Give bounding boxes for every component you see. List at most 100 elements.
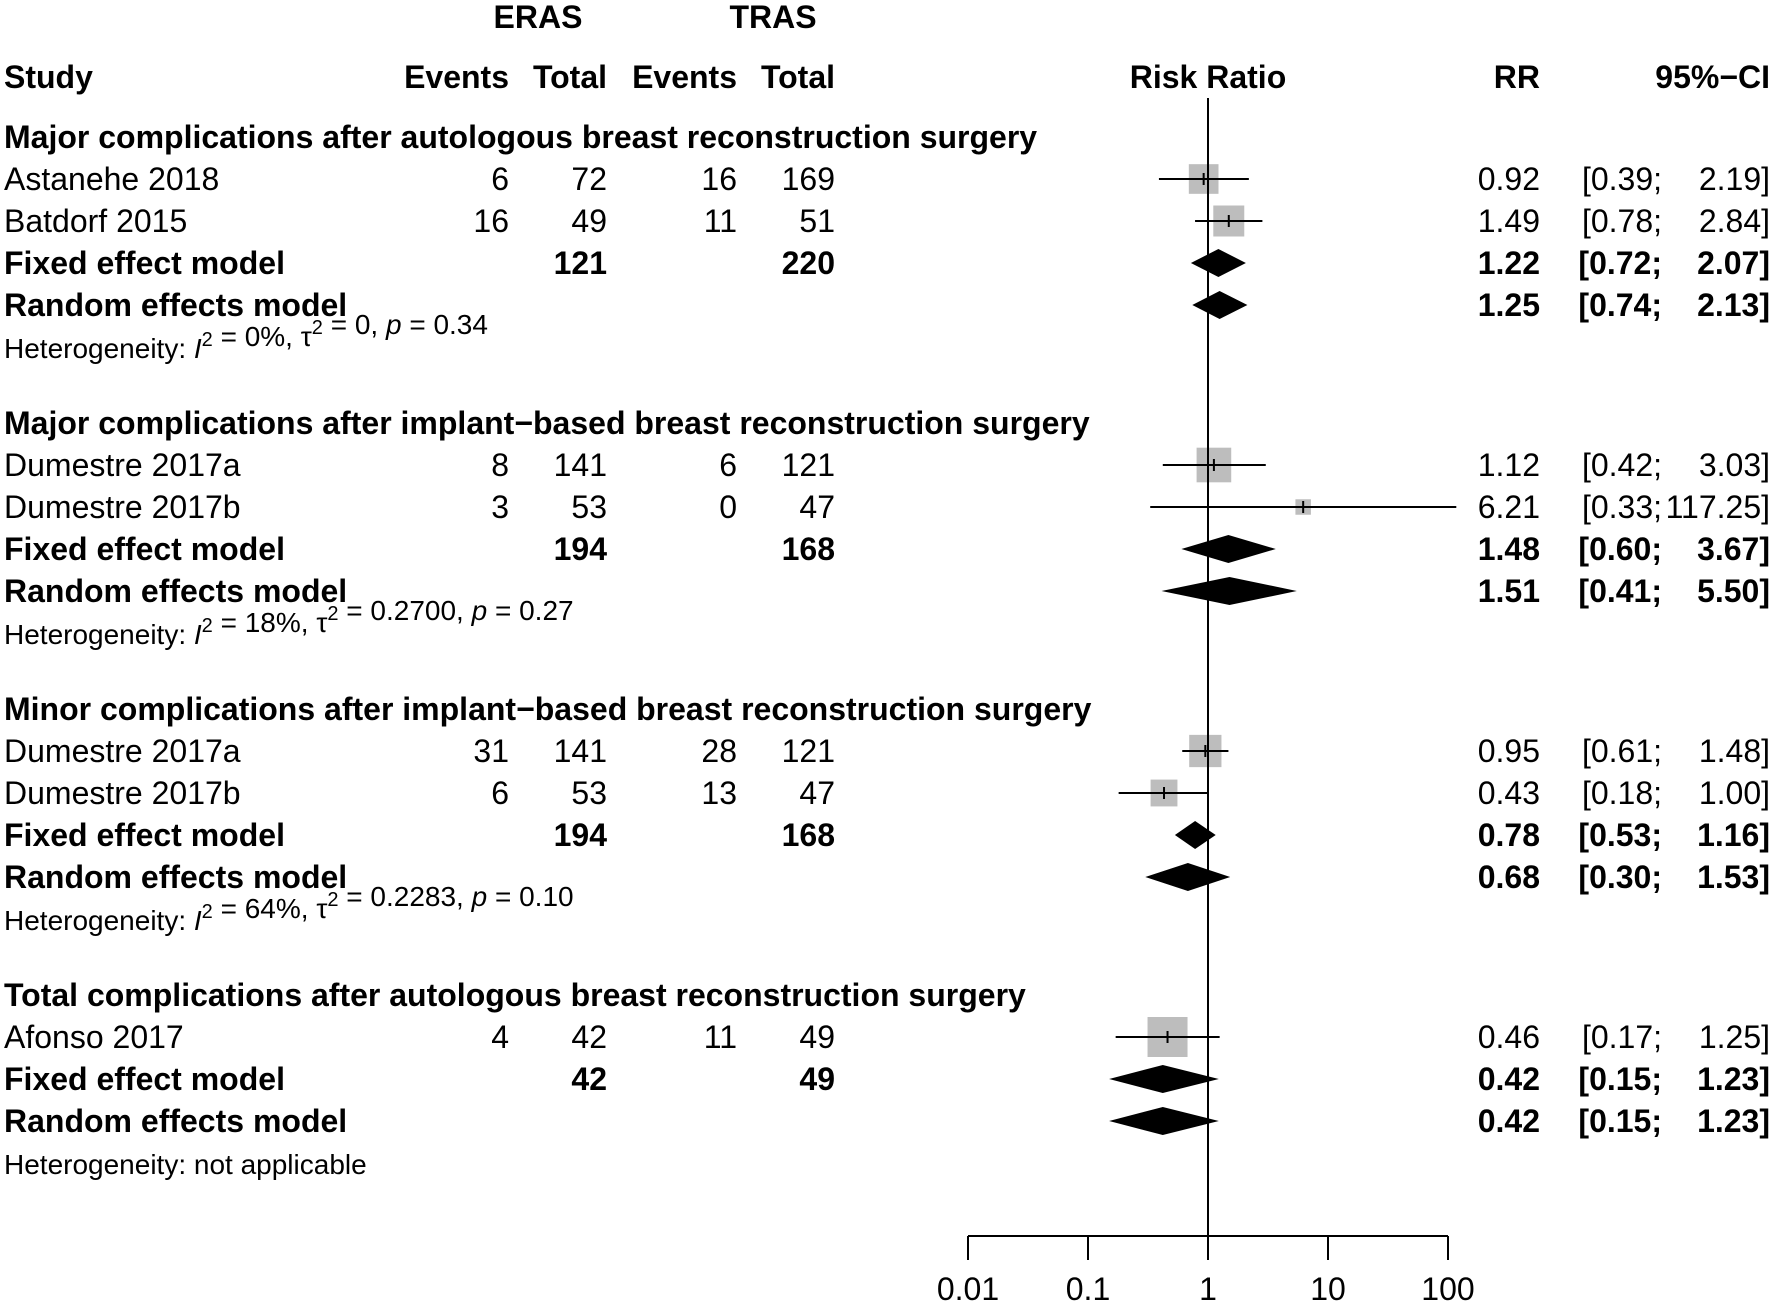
events-eras: 6 bbox=[491, 775, 509, 811]
total-eras: 141 bbox=[554, 733, 607, 769]
fixed-effect-diamond bbox=[1174, 821, 1216, 849]
heterogeneity-text: Heterogeneity: I2 = 18%, τ2 = 0.2700, p … bbox=[4, 595, 574, 650]
random-rr-value: 1.25 bbox=[1478, 287, 1540, 323]
random-model-label: Random effects model bbox=[4, 573, 347, 609]
heterogeneity-het-i2-val: = 18%, bbox=[213, 607, 317, 638]
heterogeneity-het-i2-val: = 64%, bbox=[213, 893, 317, 924]
random-effect-diamond bbox=[1192, 291, 1248, 319]
total-eras: 72 bbox=[571, 161, 607, 197]
superscript-2: 2 bbox=[312, 317, 323, 339]
total-tras: 49 bbox=[799, 1019, 835, 1055]
total-eras: 42 bbox=[571, 1019, 607, 1055]
fixed-model-label: Fixed effect model bbox=[4, 817, 285, 853]
events-tras: 13 bbox=[701, 775, 737, 811]
fixed-total-eras: 121 bbox=[554, 245, 607, 281]
column-header-events-eras: Events bbox=[404, 59, 509, 95]
random-ci-lower: [0.15; bbox=[1578, 1103, 1662, 1139]
study-name: Dumestre 2017b bbox=[4, 775, 241, 811]
ci-lower: [0.42; bbox=[1582, 447, 1662, 483]
ci-upper: 2.84] bbox=[1699, 203, 1770, 239]
fixed-rr-value: 1.48 bbox=[1478, 531, 1540, 567]
random-effect-diamond bbox=[1109, 1107, 1219, 1135]
x-tick-label: 0.01 bbox=[937, 1271, 999, 1307]
heterogeneity-het-i2: I bbox=[194, 905, 202, 936]
ci-upper: 117.25] bbox=[1666, 489, 1770, 525]
events-tras: 16 bbox=[701, 161, 737, 197]
events-tras: 6 bbox=[719, 447, 737, 483]
heterogeneity-het-p: p bbox=[471, 595, 488, 626]
study-name: Afonso 2017 bbox=[4, 1019, 184, 1055]
events-tras: 11 bbox=[704, 1019, 737, 1055]
heterogeneity-het-tau-val: = 0.2700, bbox=[339, 595, 472, 626]
random-ci-upper: 2.13] bbox=[1697, 287, 1770, 323]
heterogeneity-het-prefix: Heterogeneity: bbox=[4, 619, 194, 650]
total-tras: 51 bbox=[799, 203, 835, 239]
study-name: Astanehe 2018 bbox=[4, 161, 219, 197]
heterogeneity-het-prefix: Heterogeneity: bbox=[4, 905, 194, 936]
total-tras: 47 bbox=[799, 489, 835, 525]
random-ci-lower: [0.74; bbox=[1578, 287, 1662, 323]
subgroup-title: Total complications after autologous bre… bbox=[4, 977, 1026, 1013]
ci-lower: [0.78; bbox=[1582, 203, 1662, 239]
random-effect-diamond bbox=[1161, 577, 1297, 605]
ci-lower: [0.39; bbox=[1582, 161, 1662, 197]
ci-upper: 1.48] bbox=[1699, 733, 1770, 769]
heterogeneity-text: Heterogeneity: not applicable bbox=[4, 1149, 367, 1180]
fixed-ci-lower: [0.60; bbox=[1578, 531, 1662, 567]
group-header-eras: ERAS bbox=[494, 0, 583, 35]
ci-upper: 2.19] bbox=[1699, 161, 1770, 197]
rr-value: 1.12 bbox=[1478, 447, 1540, 483]
fixed-ci-lower: [0.15; bbox=[1578, 1061, 1662, 1097]
fixed-rr-value: 1.22 bbox=[1478, 245, 1540, 281]
fixed-total-tras: 49 bbox=[799, 1061, 835, 1097]
heterogeneity-het-p-val: = 0.27 bbox=[487, 595, 573, 626]
heterogeneity-het-i2-val: = 0%, bbox=[213, 321, 301, 352]
total-tras: 169 bbox=[782, 161, 835, 197]
ci-lower: [0.61; bbox=[1582, 733, 1662, 769]
heterogeneity-het-tau: τ bbox=[301, 321, 312, 352]
fixed-ci-upper: 1.23] bbox=[1697, 1061, 1770, 1097]
total-tras: 121 bbox=[782, 447, 835, 483]
random-model-label: Random effects model bbox=[4, 287, 347, 323]
random-ci-upper: 1.53] bbox=[1697, 859, 1770, 895]
rr-value: 0.43 bbox=[1478, 775, 1540, 811]
fixed-rr-value: 0.42 bbox=[1478, 1061, 1540, 1097]
superscript-2: 2 bbox=[202, 329, 213, 351]
heterogeneity-het-tau-val: = 0.2283, bbox=[339, 881, 472, 912]
heterogeneity-het-i2: I bbox=[194, 333, 202, 364]
heterogeneity-het-p: p bbox=[471, 881, 488, 912]
rr-value: 0.92 bbox=[1478, 161, 1540, 197]
x-tick-label: 1 bbox=[1199, 1271, 1217, 1307]
random-model-label: Random effects model bbox=[4, 1103, 347, 1139]
column-header-95-ci: 95%−CI bbox=[1655, 59, 1770, 95]
column-header-study: Study bbox=[4, 59, 93, 95]
events-eras: 3 bbox=[491, 489, 509, 525]
fixed-model-label: Fixed effect model bbox=[4, 245, 285, 281]
fixed-total-tras: 220 bbox=[782, 245, 835, 281]
events-eras: 4 bbox=[491, 1019, 509, 1055]
events-eras: 16 bbox=[473, 203, 509, 239]
forest-rows: Major complications after autologous bre… bbox=[4, 119, 1770, 1180]
fixed-rr-value: 0.78 bbox=[1478, 817, 1540, 853]
rr-value: 0.46 bbox=[1478, 1019, 1540, 1055]
fixed-total-eras: 194 bbox=[554, 817, 608, 853]
events-eras: 6 bbox=[491, 161, 509, 197]
column-header-risk-ratio: Risk Ratio bbox=[1130, 59, 1286, 95]
x-tick-label: 0.1 bbox=[1066, 1271, 1110, 1307]
fixed-ci-lower: [0.72; bbox=[1578, 245, 1662, 281]
study-name: Batdorf 2015 bbox=[4, 203, 187, 239]
heterogeneity-het-i2: I bbox=[194, 619, 202, 650]
random-effect-diamond bbox=[1145, 863, 1231, 891]
fixed-total-tras: 168 bbox=[782, 531, 835, 567]
ci-lower: [0.17; bbox=[1582, 1019, 1662, 1055]
fixed-ci-lower: [0.53; bbox=[1578, 817, 1662, 853]
superscript-2: 2 bbox=[327, 603, 338, 625]
subgroup-title: Minor complications after implant−based … bbox=[4, 691, 1092, 727]
random-ci-upper: 5.50] bbox=[1697, 573, 1770, 609]
column-header-total-tras: Total bbox=[761, 59, 835, 95]
ci-lower: [0.18; bbox=[1582, 775, 1662, 811]
random-ci-lower: [0.30; bbox=[1578, 859, 1662, 895]
ci-upper: 3.03] bbox=[1699, 447, 1770, 483]
heterogeneity-het-tau: τ bbox=[316, 893, 327, 924]
